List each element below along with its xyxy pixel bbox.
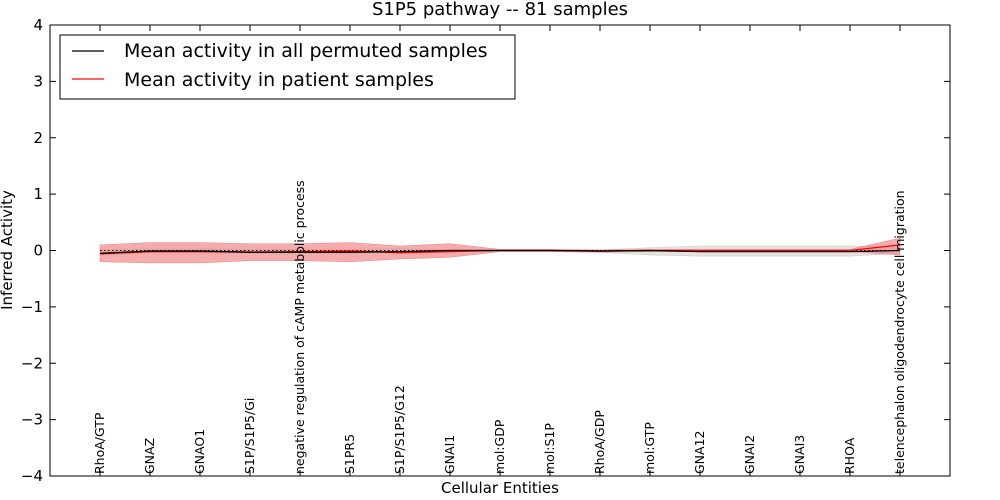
y-tick-label: −2 (21, 354, 43, 372)
y-tick-label: −4 (21, 467, 43, 485)
x-tick-label: S1P/S1P5/G12 (392, 385, 407, 474)
y-axis-label: Inferred Activity (0, 190, 16, 310)
x-tick-label: S1P/S1P5/Gi (242, 398, 257, 474)
x-axis-label: Cellular Entities (441, 479, 559, 497)
x-tick-label: mol:GDP (492, 419, 507, 474)
x-tick-label: GNAZ (142, 438, 157, 474)
x-tick-label: mol:GTP (642, 422, 657, 474)
y-tick-label: 0 (33, 242, 43, 260)
x-tick-label: RHOA (842, 437, 857, 474)
y-tick-label: 2 (33, 129, 43, 147)
x-tick-label: S1PR5 (342, 434, 357, 474)
x-tick-label: negative regulation of cAMP metabolic pr… (292, 180, 307, 474)
y-tick-label: −1 (21, 298, 43, 316)
line-permuted (99, 249, 901, 254)
x-tick-label: telencephalon oligodendrocyte cell migra… (892, 190, 907, 474)
y-axis: 4 3 2 1 0 −1 −2 −3 −4 (21, 16, 950, 485)
legend-label-patient: Mean activity in patient samples (124, 69, 434, 91)
x-tick-label: GNAO1 (192, 429, 207, 474)
legend: Mean activity in all permuted samples Me… (59, 34, 516, 100)
x-axis: RhoA/GTP GNAZ GNAO1 S1P/S1P5/Gi negative reg… (92, 25, 907, 476)
x-tick-label: GNAI1 (442, 435, 457, 474)
x-tick-label: GNAI2 (742, 435, 757, 474)
x-tick-label: RhoA/GDP (592, 410, 607, 474)
x-tick-label: RhoA/GTP (92, 412, 107, 474)
legend-label-permuted: Mean activity in all permuted samples (124, 40, 487, 62)
chart-title: S1P5 pathway -- 81 samples (372, 0, 628, 20)
y-tick-label: 3 (33, 72, 43, 90)
series-lines (99, 244, 901, 255)
x-tick-label: GNA12 (692, 431, 707, 475)
y-tick-label: 4 (33, 16, 43, 34)
legend-box (59, 34, 516, 100)
x-tick-label: GNAI3 (792, 435, 807, 474)
x-tick-label: mol:S1P (542, 423, 557, 474)
y-tick-label: 1 (33, 185, 43, 203)
y-tick-label: −3 (21, 411, 43, 429)
